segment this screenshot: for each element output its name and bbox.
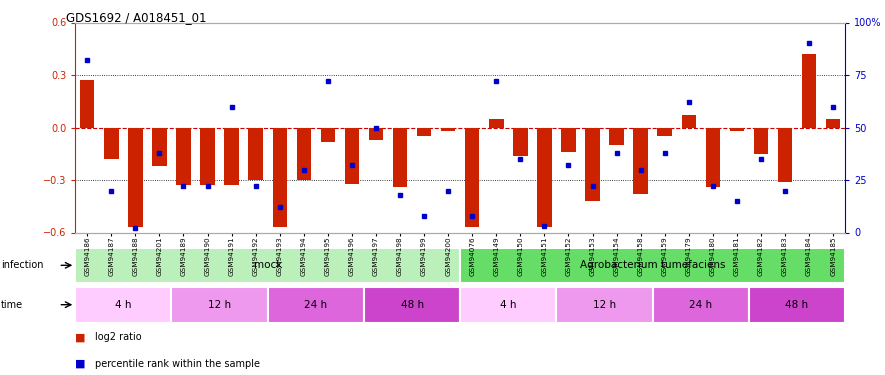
Bar bbox=[802, 54, 816, 128]
Text: GDS1692 / A018451_01: GDS1692 / A018451_01 bbox=[66, 11, 207, 24]
Bar bbox=[364, 287, 460, 322]
Bar bbox=[176, 128, 190, 185]
Bar bbox=[441, 128, 456, 131]
Bar bbox=[172, 287, 267, 322]
Bar bbox=[705, 128, 720, 187]
Bar bbox=[465, 128, 480, 227]
Bar bbox=[393, 128, 407, 187]
Bar bbox=[225, 128, 239, 185]
Bar bbox=[826, 119, 841, 128]
Bar bbox=[585, 128, 600, 201]
Text: time: time bbox=[1, 300, 23, 309]
Bar bbox=[417, 128, 431, 136]
Bar bbox=[104, 128, 119, 159]
Text: percentile rank within the sample: percentile rank within the sample bbox=[95, 359, 259, 369]
Bar bbox=[345, 128, 359, 183]
Bar bbox=[681, 115, 696, 128]
Text: infection: infection bbox=[1, 260, 43, 270]
Text: 24 h: 24 h bbox=[304, 300, 327, 310]
Bar bbox=[152, 128, 166, 166]
Bar bbox=[557, 287, 652, 322]
Bar bbox=[729, 128, 744, 131]
Bar bbox=[778, 128, 792, 182]
Bar bbox=[128, 128, 142, 227]
Text: 12 h: 12 h bbox=[593, 300, 616, 310]
Text: 4 h: 4 h bbox=[500, 300, 517, 310]
Bar bbox=[80, 80, 95, 128]
Text: 48 h: 48 h bbox=[786, 300, 809, 310]
Text: Agrobacterium tumefaciens: Agrobacterium tumefaciens bbox=[580, 260, 726, 270]
Bar bbox=[249, 128, 263, 180]
Bar bbox=[460, 287, 557, 322]
Bar bbox=[610, 128, 624, 145]
Bar bbox=[460, 248, 845, 283]
Bar bbox=[658, 128, 672, 136]
Bar bbox=[200, 128, 215, 185]
Bar bbox=[489, 119, 504, 128]
Bar bbox=[513, 128, 527, 156]
Text: ■: ■ bbox=[75, 359, 86, 369]
Bar bbox=[296, 128, 311, 180]
Text: 4 h: 4 h bbox=[115, 300, 132, 310]
Text: mock: mock bbox=[253, 260, 282, 270]
Text: 12 h: 12 h bbox=[208, 300, 231, 310]
Text: 48 h: 48 h bbox=[401, 300, 424, 310]
Bar bbox=[320, 128, 335, 141]
Text: ■: ■ bbox=[75, 333, 86, 342]
Bar bbox=[537, 128, 551, 227]
Text: log2 ratio: log2 ratio bbox=[95, 333, 142, 342]
Bar bbox=[754, 128, 768, 154]
Bar bbox=[369, 128, 383, 140]
Bar bbox=[634, 128, 648, 194]
Bar bbox=[75, 248, 460, 283]
Text: 24 h: 24 h bbox=[689, 300, 712, 310]
Bar bbox=[653, 287, 749, 322]
Bar bbox=[75, 287, 172, 322]
Bar bbox=[749, 287, 845, 322]
Bar bbox=[273, 128, 287, 227]
Bar bbox=[267, 287, 364, 322]
Bar bbox=[561, 128, 575, 152]
